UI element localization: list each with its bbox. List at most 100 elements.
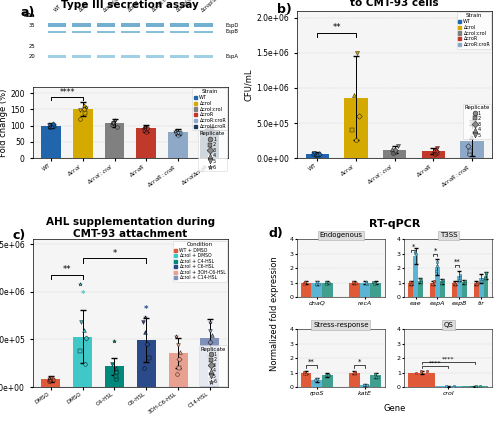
Bar bbox=[479, 278, 484, 297]
Point bbox=[472, 280, 480, 287]
Point bbox=[108, 361, 116, 368]
Point bbox=[172, 332, 179, 339]
Bar bbox=[170, 30, 188, 33]
Legend: 1, 2, 3, 4, 5: 1, 2, 3, 4, 5 bbox=[462, 104, 491, 140]
Text: *: * bbox=[144, 305, 148, 314]
Point bbox=[478, 277, 486, 284]
Point bbox=[300, 371, 308, 377]
Bar bbox=[121, 23, 140, 27]
Text: Δcropl:croI: Δcropl:croI bbox=[102, 0, 126, 13]
Point bbox=[203, 126, 211, 133]
Point bbox=[141, 126, 149, 132]
Text: ΔcroI: ΔcroI bbox=[78, 1, 90, 13]
Text: **: ** bbox=[62, 265, 71, 274]
Title: AHL supplementation during
CMT-93 attachment: AHL supplementation during CMT-93 attach… bbox=[46, 217, 215, 239]
Title: Endogenous: Endogenous bbox=[320, 232, 362, 238]
Point bbox=[176, 349, 184, 355]
Point bbox=[391, 148, 399, 155]
Point bbox=[143, 341, 151, 348]
Bar bbox=[344, 98, 368, 158]
Text: kDa: kDa bbox=[24, 14, 35, 18]
Point bbox=[108, 120, 116, 126]
Text: *: * bbox=[358, 359, 362, 365]
Point bbox=[465, 151, 473, 157]
Point bbox=[430, 277, 438, 284]
Bar bbox=[136, 341, 156, 387]
Point bbox=[432, 149, 440, 156]
Point bbox=[362, 278, 370, 285]
Bar bbox=[360, 283, 370, 297]
Point bbox=[348, 127, 356, 134]
Point bbox=[452, 280, 460, 287]
Point bbox=[428, 280, 436, 287]
Point bbox=[352, 370, 360, 377]
Bar bbox=[370, 375, 381, 387]
Point bbox=[370, 371, 378, 377]
Bar bbox=[301, 373, 312, 387]
Bar bbox=[435, 267, 440, 297]
Bar bbox=[413, 256, 418, 297]
Text: Normalized fold expression: Normalized fold expression bbox=[270, 256, 279, 371]
Point bbox=[204, 127, 212, 134]
Point bbox=[460, 279, 468, 286]
Bar bbox=[105, 366, 124, 387]
Point bbox=[50, 122, 58, 129]
Point bbox=[417, 277, 425, 283]
Point bbox=[418, 279, 426, 286]
Point bbox=[174, 129, 182, 136]
Point bbox=[448, 383, 456, 390]
Point bbox=[369, 278, 377, 285]
Point bbox=[388, 146, 396, 152]
Point bbox=[411, 249, 419, 255]
Point bbox=[143, 125, 151, 132]
Bar bbox=[146, 55, 164, 58]
Point bbox=[112, 376, 120, 383]
Point bbox=[174, 132, 182, 139]
Point bbox=[140, 319, 147, 326]
Point bbox=[482, 270, 490, 277]
Point bbox=[461, 277, 469, 284]
Point bbox=[174, 128, 182, 135]
Point bbox=[391, 147, 399, 154]
Bar bbox=[146, 23, 164, 27]
Point bbox=[76, 116, 84, 123]
Point bbox=[300, 369, 308, 376]
Point bbox=[314, 376, 322, 383]
Bar bbox=[48, 55, 66, 58]
Point bbox=[322, 280, 330, 287]
Text: *: * bbox=[412, 244, 415, 250]
Bar bbox=[349, 283, 360, 297]
Bar bbox=[48, 23, 66, 27]
Y-axis label: CFU/mL: CFU/mL bbox=[244, 68, 254, 101]
Point bbox=[81, 110, 89, 117]
Text: WT: WT bbox=[54, 4, 63, 13]
Point bbox=[464, 142, 472, 149]
Bar bbox=[306, 154, 329, 158]
Point bbox=[112, 124, 120, 131]
Bar bbox=[383, 150, 406, 158]
Point bbox=[207, 357, 215, 364]
Point bbox=[432, 151, 440, 157]
Point bbox=[407, 280, 415, 287]
Bar bbox=[73, 337, 92, 387]
Point bbox=[482, 269, 490, 276]
Title: Type III secretion assay: Type III secretion assay bbox=[62, 0, 199, 10]
Point bbox=[460, 278, 468, 285]
Point bbox=[350, 280, 358, 287]
Bar bbox=[322, 283, 332, 297]
Bar bbox=[136, 128, 156, 158]
Bar bbox=[462, 282, 466, 297]
Point bbox=[314, 278, 322, 285]
Point bbox=[467, 383, 475, 390]
Point bbox=[80, 361, 88, 368]
Point bbox=[450, 280, 458, 286]
Text: RT-qPCR: RT-qPCR bbox=[369, 219, 420, 229]
Point bbox=[450, 383, 458, 390]
Point bbox=[350, 91, 358, 98]
Point bbox=[301, 279, 309, 286]
Point bbox=[173, 370, 181, 377]
Point bbox=[389, 150, 397, 157]
Point bbox=[372, 374, 380, 381]
Bar bbox=[121, 30, 140, 33]
Point bbox=[110, 120, 118, 126]
